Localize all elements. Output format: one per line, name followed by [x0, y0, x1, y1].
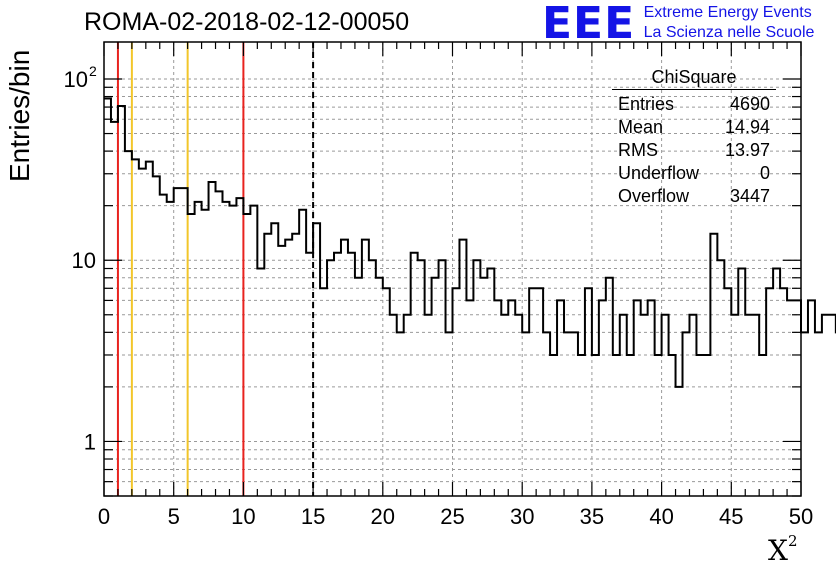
x-tick-label: 40	[649, 504, 673, 529]
logo-mark: EEE	[542, 0, 636, 49]
stats-row-overflow: Overflow 3447	[612, 185, 776, 208]
x-axis-label-text: X	[768, 534, 788, 567]
stats-box: ChiSquare Entries 4690 Mean 14.94 RMS 13.97…	[612, 67, 776, 208]
y-tick-exponent: 2	[89, 63, 97, 79]
histogram-series	[104, 97, 836, 388]
x-tick-label: 10	[231, 504, 255, 529]
y-tick-label: 10	[72, 248, 96, 273]
stats-label: Overflow	[618, 186, 690, 206]
stats-row-rms: RMS 13.97	[612, 139, 776, 162]
stats-row-entries: Entries 4690	[612, 93, 776, 116]
stats-label: Underflow	[618, 163, 700, 183]
chart-title: ROMA-02-2018-02-12-00050	[84, 8, 410, 36]
logo-line-2: La Scienza nelle Scuole	[643, 24, 815, 41]
stats-label: Entries	[618, 94, 675, 114]
y-tick-label: 1	[84, 429, 96, 454]
eee-logo: EEE Extreme Energy Events La Scienza nel…	[542, 2, 814, 46]
stats-label: RMS	[618, 140, 658, 160]
x-tick-label: 35	[580, 504, 604, 529]
axis-ticks	[103, 42, 802, 497]
x-tick-label: 5	[168, 504, 180, 529]
x-tick-label: 30	[510, 504, 534, 529]
x-axis-label: X2	[768, 531, 798, 567]
stats-title: ChiSquare	[612, 67, 776, 90]
logo-line-1: Extreme Energy Events	[643, 4, 812, 21]
y-tick-label: 10	[64, 67, 88, 92]
x-tick-label: 50	[789, 504, 813, 529]
stats-row-mean: Mean 14.94	[612, 116, 776, 139]
x-tick-label: 20	[371, 504, 395, 529]
stats-value: 4690	[729, 94, 770, 114]
x-tick-label: 45	[719, 504, 743, 529]
y-axis-label: Entries/bin	[4, 49, 35, 182]
stats-label: Mean	[618, 117, 664, 137]
stats-value: 14.94	[724, 117, 770, 137]
logo-subtitle: Extreme Energy Events La Scienza nelle S…	[644, 2, 815, 43]
stats-row-underflow: Underflow 0	[612, 162, 776, 185]
marker-lines	[116, 42, 315, 496]
stats-value: 0	[759, 163, 770, 183]
x-axis-label-superscript: 2	[787, 531, 798, 550]
stats-value: 13.97	[724, 140, 770, 160]
x-tick-label: 25	[440, 504, 464, 529]
stats-value: 3447	[729, 186, 770, 206]
x-tick-label: 15	[301, 504, 325, 529]
x-tick-label: 0	[98, 504, 110, 529]
